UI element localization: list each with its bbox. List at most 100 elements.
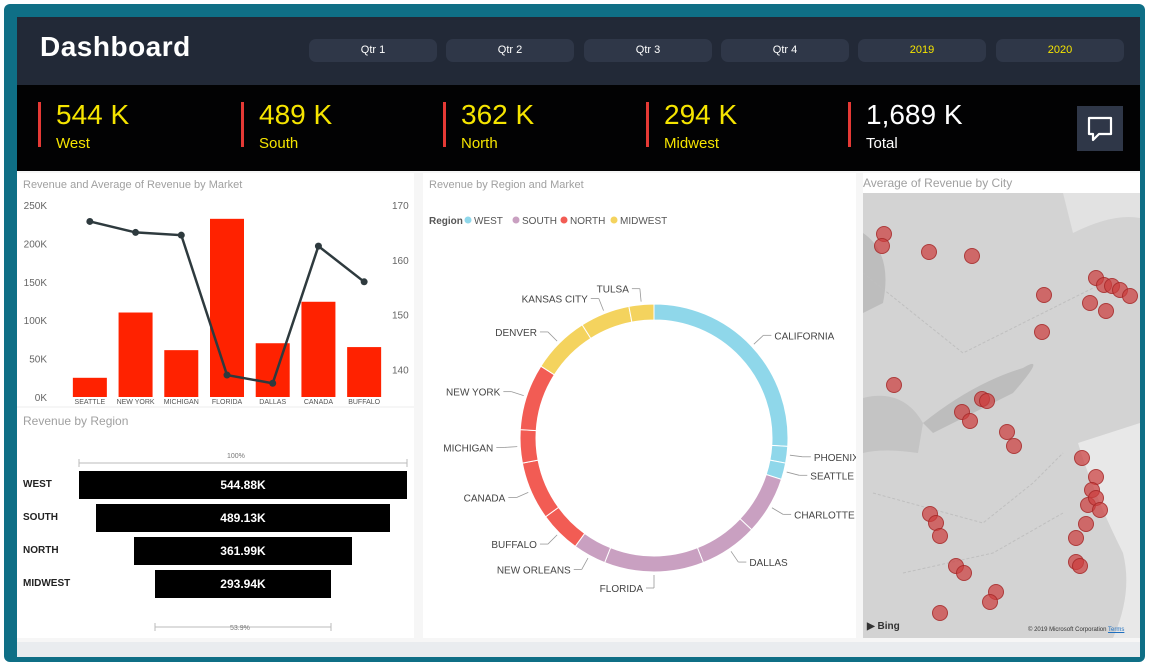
- filter-qtr4-button[interactable]: Qtr 4: [721, 39, 849, 62]
- city-marker[interactable]: [1074, 450, 1090, 466]
- city-marker[interactable]: [921, 244, 937, 260]
- donut-legend-item[interactable]: MIDWEST: [620, 216, 667, 227]
- kpi-label: South: [259, 135, 299, 152]
- kpi-value: 294 K: [664, 99, 738, 130]
- average-revenue-point[interactable]: [314, 242, 322, 250]
- donut-slice-label: DALLAS: [749, 558, 788, 569]
- filter-2019-button[interactable]: 2019: [858, 39, 986, 62]
- city-marker[interactable]: [886, 377, 902, 393]
- chat-button[interactable]: [1077, 106, 1123, 151]
- donut-legend-item[interactable]: NORTH: [570, 216, 605, 227]
- kpi-label: North: [461, 135, 498, 152]
- bottom-strip: [17, 642, 1140, 657]
- filter-qtr2-button[interactable]: Qtr 2: [446, 39, 574, 62]
- filter-2020-button[interactable]: 2020: [996, 39, 1124, 62]
- donut-slice-label: CALIFORNIA: [774, 331, 834, 342]
- revenue-bar[interactable]: [347, 347, 382, 397]
- city-marker[interactable]: [1036, 287, 1052, 303]
- donut-slice[interactable]: [519, 365, 556, 432]
- city-marker[interactable]: [932, 528, 948, 544]
- map-title: Average of Revenue by City: [863, 176, 1013, 190]
- donut-legend-item[interactable]: SOUTH: [522, 216, 557, 227]
- city-marker[interactable]: [999, 424, 1015, 440]
- y2-tick-label: 160: [392, 256, 409, 267]
- funnel-bar[interactable]: 361.99K: [134, 537, 352, 565]
- filter-qtr1-button[interactable]: Qtr 1: [309, 39, 437, 62]
- revenue-bar[interactable]: [164, 350, 199, 397]
- donut-slice[interactable]: [521, 459, 560, 518]
- average-revenue-point[interactable]: [360, 278, 368, 286]
- kpi-label: West: [56, 135, 90, 152]
- bing-label: Bing: [877, 621, 900, 632]
- donut-slice-label: TULSA: [597, 285, 630, 296]
- x-tick-label: FLORIDA: [212, 399, 243, 406]
- dashboard-frame: Dashboard Qtr 1 Qtr 2 Qtr 3 Qtr 4 2019 2…: [4, 4, 1145, 662]
- donut-slice[interactable]: [628, 303, 655, 323]
- donut-slice[interactable]: [519, 429, 539, 464]
- dashboard-canvas: Dashboard Qtr 1 Qtr 2 Qtr 3 Qtr 4 2019 2…: [17, 17, 1140, 657]
- y2-tick-label: 140: [392, 366, 409, 377]
- funnel-bar[interactable]: 489.13K: [95, 504, 391, 532]
- city-marker[interactable]: [874, 238, 890, 254]
- donut-slice[interactable]: [604, 547, 704, 573]
- city-marker[interactable]: [1082, 295, 1098, 311]
- revenue-bar[interactable]: [72, 377, 107, 397]
- y2-tick-label: 150: [392, 311, 409, 322]
- revenue-bar[interactable]: [210, 218, 244, 397]
- average-revenue-point[interactable]: [177, 231, 185, 239]
- city-marker[interactable]: [956, 565, 972, 581]
- donut-slice-label: NEW ORLEANS: [497, 565, 571, 576]
- donut-slice-label: NEW YORK: [446, 388, 501, 399]
- city-marker[interactable]: [1034, 324, 1050, 340]
- city-marker[interactable]: [1068, 530, 1084, 546]
- average-revenue-point[interactable]: [132, 228, 140, 236]
- revenue-bar[interactable]: [301, 301, 336, 397]
- x-tick-label: DALLAS: [259, 399, 286, 406]
- city-marker[interactable]: [964, 248, 980, 264]
- donut-slice-label: KANSAS CITY: [522, 295, 588, 306]
- y-tick-label: 0K: [35, 393, 48, 404]
- kpi-value: 489 K: [259, 99, 333, 130]
- funnel-bar[interactable]: 544.88K: [79, 471, 407, 499]
- donut-leader-line: [730, 551, 739, 563]
- map-terms-link[interactable]: Terms: [1108, 627, 1125, 633]
- average-revenue-point[interactable]: [86, 217, 94, 225]
- donut-slice[interactable]: [696, 518, 753, 564]
- donut-slice[interactable]: [739, 473, 783, 531]
- kpi-divider: [241, 102, 244, 147]
- city-marker[interactable]: [1072, 558, 1088, 574]
- revenue-bar[interactable]: [118, 312, 153, 397]
- donut-slice[interactable]: [581, 305, 633, 340]
- donut-legend-marker: [560, 216, 568, 224]
- donut-slice[interactable]: [653, 303, 789, 447]
- map-title-bar: Average of Revenue by City: [863, 173, 1140, 193]
- x-tick-label: NEW YORK: [117, 399, 155, 406]
- donut-legend-item[interactable]: WEST: [474, 216, 503, 227]
- city-marker[interactable]: [1092, 502, 1108, 518]
- average-revenue-point[interactable]: [223, 371, 231, 379]
- average-revenue-point[interactable]: [269, 379, 277, 387]
- region-funnel-panel: Revenue by Region 100% 53.9% WEST 544.88K…: [17, 408, 414, 638]
- filter-qtr3-button[interactable]: Qtr 3: [584, 39, 712, 62]
- donut-leader-line: [789, 454, 803, 458]
- page-title: Dashboard: [40, 31, 191, 62]
- city-marker[interactable]: [1098, 303, 1114, 319]
- city-marker[interactable]: [979, 393, 995, 409]
- map-border: [872, 452, 1064, 524]
- donut-leader-line: [516, 492, 529, 498]
- city-marker[interactable]: [962, 413, 978, 429]
- city-marker[interactable]: [982, 594, 998, 610]
- city-marker[interactable]: [1078, 516, 1094, 532]
- map-border: [902, 512, 1064, 574]
- y-tick-label: 50K: [29, 355, 47, 366]
- city-map[interactable]: ▶ Bing © 2019 Microsoft Corporation Term…: [863, 193, 1140, 638]
- donut-slice-label: FLORIDA: [600, 584, 644, 595]
- funnel-scale: [78, 459, 408, 631]
- donut-legend-marker: [610, 216, 618, 224]
- y-tick-label: 200K: [24, 239, 48, 250]
- city-marker[interactable]: [932, 605, 948, 621]
- x-tick-label: MICHIGAN: [164, 399, 199, 406]
- city-marker[interactable]: [1006, 438, 1022, 454]
- funnel-bar[interactable]: 293.94K: [154, 570, 332, 598]
- city-marker[interactable]: [1122, 288, 1138, 304]
